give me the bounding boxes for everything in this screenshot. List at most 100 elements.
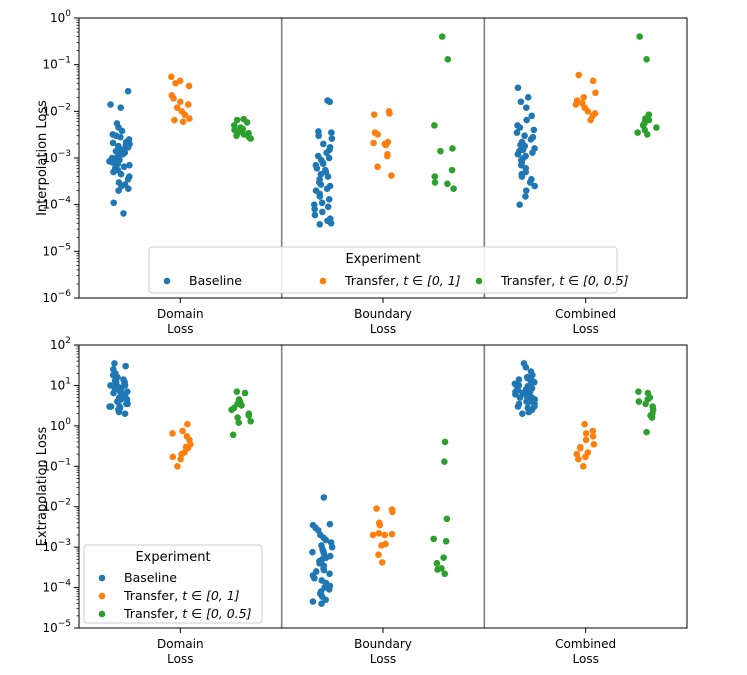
point-boundary-baseline: [320, 494, 328, 501]
point-combined-baseline: [513, 129, 521, 136]
point-domain-transfer-0-1: [184, 420, 191, 428]
point-domain-transfer-0-1: [169, 453, 177, 461]
point-boundary-transfer-0-1: [374, 131, 382, 138]
point-domain-transfer-0-0.5: [233, 116, 241, 124]
point-domain-transfer-0-1: [177, 455, 184, 463]
point-boundary-baseline: [322, 536, 330, 544]
point-boundary-transfer-0-1: [376, 521, 384, 529]
point-domain-baseline: [120, 163, 128, 171]
point-boundary-transfer-0-0.5: [442, 537, 450, 545]
point-boundary-transfer-0-0.5: [441, 570, 449, 578]
legend-label-transfer-0-0.5: Transfer, t ∈ [0, 0.5]: [123, 606, 252, 621]
point-domain-baseline: [121, 410, 129, 417]
point-domain-transfer-0-0.5: [243, 119, 251, 126]
y-tick-label: 10−6: [42, 289, 71, 305]
point-boundary-baseline: [328, 129, 335, 136]
point-combined-baseline: [519, 410, 526, 417]
point-boundary-transfer-0-0.5: [444, 180, 451, 188]
legend: Experiment Baseline Transfer, t ∈ [0, 1] Tr…: [148, 246, 629, 294]
legend-marker-transfer-0-1: [98, 592, 106, 600]
point-combined-baseline: [514, 151, 522, 158]
y-tick-label: 100: [50, 9, 71, 25]
point-boundary-baseline: [320, 566, 328, 574]
y-axis-label: Interpolation Loss: [35, 100, 50, 216]
point-boundary-baseline: [325, 586, 333, 593]
y-tick-label: 100: [50, 417, 71, 433]
point-boundary-transfer-0-1: [389, 508, 396, 516]
legend: Experiment Baseline Transfer, t ∈ [0, 1] Tr…: [83, 544, 263, 624]
point-combined-baseline: [525, 408, 533, 416]
point-boundary-transfer-0-0.5: [430, 535, 438, 543]
point-boundary-baseline: [309, 548, 316, 556]
point-domain-transfer-0-1: [172, 79, 179, 87]
point-combined-baseline: [531, 182, 538, 190]
point-boundary-transfer-0-1: [388, 172, 395, 179]
point-domain-baseline: [117, 170, 125, 178]
point-domain-baseline: [111, 360, 118, 367]
point-combined-baseline: [527, 136, 535, 143]
point-boundary-transfer-0-1: [374, 163, 381, 171]
point-domain-transfer-0-0.5: [247, 135, 254, 142]
x-tick-label-domain: Loss: [167, 652, 193, 666]
point-combined-transfer-0-0.5: [643, 56, 650, 63]
point-domain-transfer-0-0.5: [235, 419, 243, 426]
point-domain-transfer-0-0.5: [245, 412, 253, 419]
point-domain-transfer-0-0.5: [233, 132, 240, 140]
point-combined-transfer-0-1: [575, 455, 582, 463]
point-boundary-transfer-0-0.5: [431, 179, 439, 186]
point-boundary-baseline: [316, 193, 324, 200]
point-boundary-transfer-0-0.5: [450, 185, 457, 192]
point-boundary-baseline: [319, 160, 327, 168]
point-combined-transfer-0-1: [580, 93, 588, 101]
point-combined-baseline: [524, 93, 532, 101]
point-boundary-baseline: [318, 199, 326, 207]
point-combined-transfer-0-0.5: [653, 124, 660, 131]
y-tick-label: 10−2: [42, 498, 71, 514]
point-combined-transfer-0-1: [592, 89, 599, 97]
point-combined-transfer-0-0.5: [635, 398, 643, 405]
point-domain-baseline: [107, 101, 114, 108]
point-combined-transfer-0-1: [589, 77, 597, 85]
point-combined-baseline: [529, 371, 536, 379]
plot-frame: [78, 344, 688, 629]
point-domain-transfer-0-1: [185, 82, 193, 90]
point-combined-baseline: [529, 149, 536, 156]
point-domain-baseline: [109, 139, 117, 147]
point-domain-transfer-0-0.5: [241, 389, 249, 397]
point-combined-transfer-0-1: [582, 436, 590, 444]
point-domain-baseline: [110, 199, 118, 207]
point-domain-baseline: [122, 362, 129, 370]
point-domain-transfer-0-1: [174, 462, 181, 470]
point-combined-transfer-0-1: [582, 453, 589, 461]
legend-title: Experiment: [345, 252, 420, 267]
point-combined-baseline: [528, 112, 535, 120]
point-combined-baseline: [530, 126, 538, 134]
point-boundary-baseline: [316, 220, 324, 228]
point-combined-transfer-0-1: [573, 450, 581, 458]
point-boundary-baseline: [325, 196, 333, 203]
point-combined-baseline: [512, 391, 519, 398]
point-boundary-baseline: [322, 596, 329, 604]
point-boundary-transfer-0-1: [373, 505, 380, 512]
point-domain-baseline: [126, 161, 133, 169]
legend-label-baseline: Baseline: [189, 273, 242, 288]
point-domain-transfer-0-0.5: [240, 131, 248, 138]
point-domain-baseline: [120, 210, 127, 217]
point-domain-baseline: [109, 159, 116, 166]
point-boundary-transfer-0-1: [370, 139, 377, 147]
point-domain-transfer-0-0.5: [247, 417, 254, 425]
point-domain-baseline: [115, 187, 122, 194]
y-tick-label: 10−3: [42, 149, 71, 165]
point-boundary-transfer-0-1: [378, 542, 385, 549]
point-combined-transfer-0-1: [587, 116, 594, 124]
point-boundary-transfer-0-0.5: [434, 566, 441, 573]
point-combined-transfer-0-1: [577, 444, 584, 452]
point-boundary-baseline: [326, 570, 333, 578]
x-tick-label-boundary: Loss: [370, 652, 396, 666]
point-combined-baseline: [517, 98, 525, 106]
point-combined-baseline: [523, 116, 530, 124]
legend-label-baseline: Baseline: [124, 570, 177, 585]
y-tick-label: 10−1: [42, 56, 71, 72]
point-domain-transfer-0-1: [168, 73, 175, 81]
point-combined-transfer-0-0.5: [642, 400, 649, 408]
